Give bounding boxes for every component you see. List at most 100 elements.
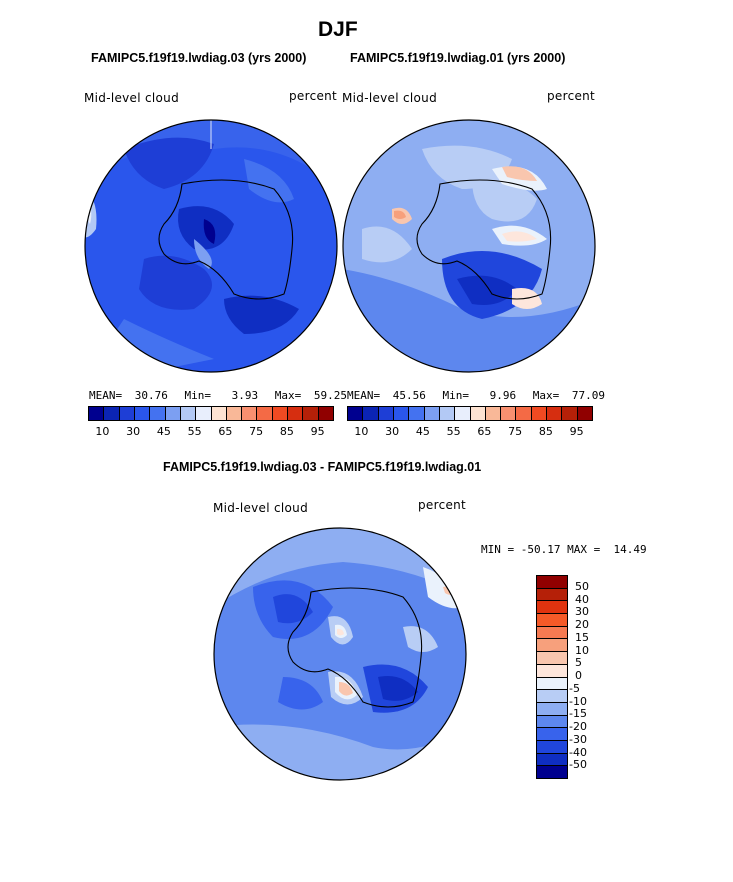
colorbar-swatch xyxy=(378,407,394,420)
colorbar-tick-label: 0 xyxy=(575,669,582,682)
colorbar-swatch xyxy=(537,601,567,615)
colorbar-tick-label: -15 xyxy=(569,707,587,721)
colorbar-tick-label: 85 xyxy=(538,425,553,438)
colorbar-tick-label: -10 xyxy=(569,694,587,708)
colorbar-tick-label: 75 xyxy=(508,425,523,438)
colorbar-swatch xyxy=(531,407,548,420)
colorbar-swatch xyxy=(303,407,319,420)
colorbar-swatch xyxy=(257,407,273,420)
colorbar-swatch xyxy=(577,407,592,420)
colorbar-swatch xyxy=(537,614,567,627)
panel-2-variable-label: Mid-level cloud xyxy=(342,91,437,105)
panel-1-max-value: 59.25 xyxy=(313,389,347,402)
panel-2-max-label: Max= xyxy=(532,389,560,402)
colorbar-swatch xyxy=(547,407,563,420)
panel-2-subtitle: FAMIPC5.f19f19.lwdiag.01 (yrs 2000) xyxy=(350,51,566,65)
colorbar-swatch xyxy=(537,588,567,602)
colorbar-swatch xyxy=(537,576,567,589)
colorbar-swatch xyxy=(537,766,567,778)
colorbar-swatch xyxy=(348,407,364,420)
colorbar-tick-label: 15 xyxy=(575,630,589,644)
colorbar-tick-label: 10 xyxy=(575,643,589,657)
diff-units-label: percent xyxy=(418,498,467,512)
panel-1-mean-value: 30.76 xyxy=(134,389,168,402)
panel-2-polar-map xyxy=(342,119,596,373)
colorbar-swatch xyxy=(409,407,425,420)
panel-2-min-value: 9.96 xyxy=(489,389,517,402)
colorbar-swatch xyxy=(211,407,227,420)
colorbar-swatch xyxy=(537,664,567,678)
colorbar-tick-label: 5 xyxy=(575,656,582,670)
colorbar-tick-label: 40 xyxy=(575,592,589,606)
colorbar-swatch xyxy=(470,407,486,420)
diff-minmax: MIN = -50.17 MAX = 14.49 xyxy=(481,543,647,556)
colorbar-swatch xyxy=(424,407,440,420)
panel-2-mean-label: MEAN= xyxy=(347,389,381,402)
panel-1-mean-label: MEAN= xyxy=(89,389,123,402)
colorbar-tick-label: 10 xyxy=(95,425,110,438)
colorbar-swatch xyxy=(537,753,567,767)
panel-2-stats: MEAN= 45.56 Min= 9.96 Max= 77.09 xyxy=(347,389,605,402)
colorbar-tick-label: 30 xyxy=(575,605,589,619)
page-title: DJF xyxy=(318,18,358,41)
colorbar-swatch xyxy=(89,407,105,420)
colorbar-swatch xyxy=(537,728,567,741)
panel-1-polar-map xyxy=(84,119,338,373)
panel-1-max-label: Max= xyxy=(274,389,302,402)
colorbar-swatch xyxy=(272,407,289,420)
colorbar-swatch xyxy=(537,677,567,691)
colorbar-swatch xyxy=(516,407,532,420)
colorbar-tick-label: 10 xyxy=(354,425,369,438)
colorbar-swatch xyxy=(537,652,567,665)
diff-polar-map xyxy=(213,527,467,781)
panel-2-mean-value: 45.56 xyxy=(392,389,426,402)
colorbar-tick-label: 20 xyxy=(575,618,589,631)
colorbar-tick-label: 30 xyxy=(385,425,400,438)
colorbar-tick-label: -30 xyxy=(569,732,587,746)
colorbar-swatch xyxy=(455,407,471,420)
colorbar-tick-label: -40 xyxy=(569,745,587,759)
colorbar-swatch xyxy=(562,407,578,420)
panel-1-min-value: 3.93 xyxy=(231,389,259,402)
diff-colorbar xyxy=(536,575,568,779)
colorbar-tick-label: -50 xyxy=(569,758,587,772)
colorbar-swatch xyxy=(288,407,304,420)
colorbar-swatch xyxy=(537,715,567,729)
colorbar-tick-label: 45 xyxy=(156,425,171,438)
colorbar-swatch xyxy=(226,407,243,420)
colorbar-tick-label: 95 xyxy=(310,425,325,438)
panel-1-stats: MEAN= 30.76 Min= 3.93 Max= 59.25 xyxy=(89,389,347,402)
colorbar-tick-label: 55 xyxy=(187,425,202,438)
colorbar-swatch xyxy=(393,407,410,420)
panel-1-colorbar xyxy=(88,406,334,421)
colorbar-tick-label: 45 xyxy=(415,425,430,438)
panel-1-subtitle: FAMIPC5.f19f19.lwdiag.03 (yrs 2000) xyxy=(91,51,307,65)
colorbar-swatch xyxy=(537,702,567,716)
colorbar-swatch xyxy=(180,407,197,420)
colorbar-swatch xyxy=(242,407,258,420)
panel-2-units-label: percent xyxy=(547,89,596,103)
panel-1-units-label: percent xyxy=(289,89,338,103)
colorbar-swatch xyxy=(318,407,333,420)
panel-2-colorbar xyxy=(347,406,593,421)
colorbar-swatch xyxy=(196,407,212,420)
colorbar-tick-label: 65 xyxy=(218,425,233,438)
colorbar-swatch xyxy=(537,626,567,640)
colorbar-tick-label: 75 xyxy=(249,425,264,438)
colorbar-tick-label: 65 xyxy=(477,425,492,438)
colorbar-tick-label: 95 xyxy=(569,425,584,438)
colorbar-tick-label: 50 xyxy=(575,579,589,593)
colorbar-swatch xyxy=(134,407,151,420)
diff-variable-label: Mid-level cloud xyxy=(213,501,308,515)
diff-subtitle: FAMIPC5.f19f19.lwdiag.03 - FAMIPC5.f19f1… xyxy=(163,460,482,474)
colorbar-swatch xyxy=(537,639,567,653)
colorbar-swatch xyxy=(119,407,135,420)
colorbar-tick-label: -5 xyxy=(569,681,580,695)
colorbar-swatch xyxy=(501,407,517,420)
colorbar-tick-label: 30 xyxy=(126,425,141,438)
panel-1-min-label: Min= xyxy=(184,389,212,402)
colorbar-swatch xyxy=(537,690,567,703)
panel-1-variable-label: Mid-level cloud xyxy=(84,91,179,105)
panel-2-min-label: Min= xyxy=(442,389,470,402)
colorbar-tick-label: -20 xyxy=(569,720,587,733)
